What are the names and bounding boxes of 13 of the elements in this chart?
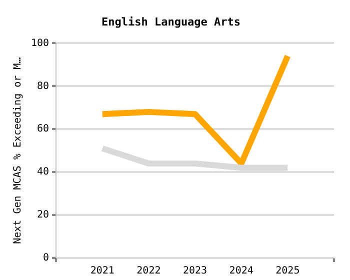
x-tick-label: 2024 [229, 266, 254, 277]
x-tick-label: 2021 [90, 266, 114, 277]
y-tick-label: 60 [37, 124, 50, 135]
chart-title: English Language Arts [101, 15, 241, 28]
y-axis-title: Next Gen MCAS % Exceeding or M… [12, 57, 24, 244]
y-tick-label: 100 [31, 38, 50, 49]
y-tick-label: 20 [37, 210, 50, 221]
x-tick-label: 2023 [182, 266, 208, 277]
x-tick-label: 2022 [136, 266, 161, 277]
x-tick-label: 2025 [276, 266, 300, 277]
y-tick-label: 0 [43, 252, 50, 264]
y-tick-label: 40 [37, 166, 50, 178]
y-tick-label: 80 [37, 80, 50, 92]
